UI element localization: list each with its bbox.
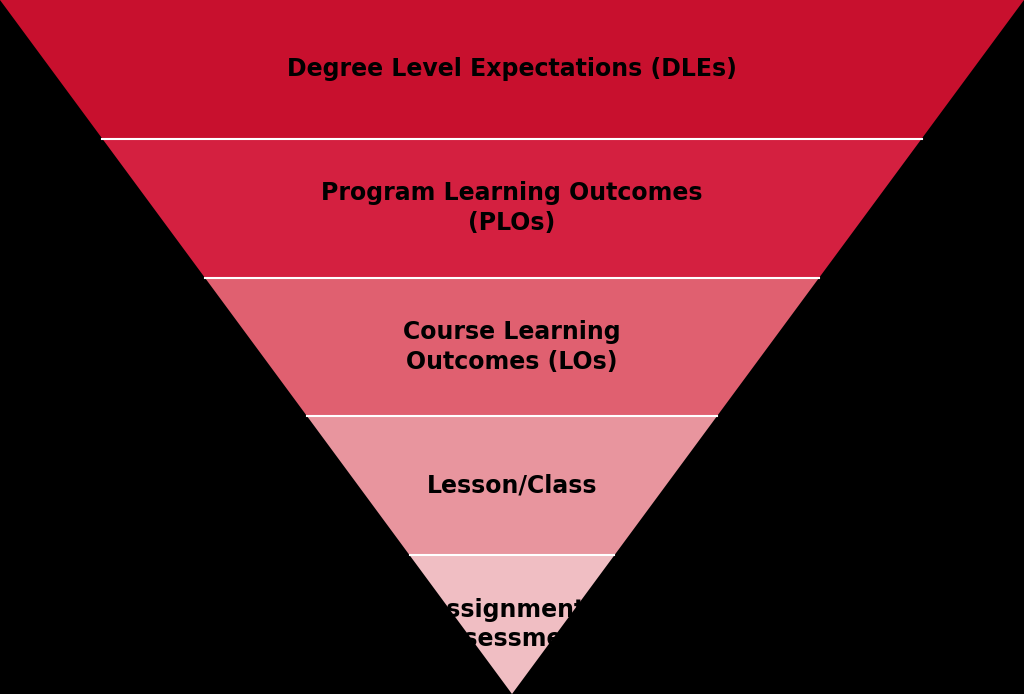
- Polygon shape: [307, 416, 717, 555]
- Text: Lesson/Class: Lesson/Class: [427, 474, 597, 498]
- Polygon shape: [205, 278, 819, 416]
- Polygon shape: [0, 0, 1024, 139]
- Polygon shape: [410, 555, 614, 694]
- Text: Degree Level Expectations (DLEs): Degree Level Expectations (DLEs): [287, 58, 737, 81]
- Text: Assignment/
Assessment: Assignment/ Assessment: [429, 598, 595, 652]
- Text: Course Learning
Outcomes (LOs): Course Learning Outcomes (LOs): [403, 320, 621, 374]
- Text: Program Learning Outcomes
(PLOs): Program Learning Outcomes (PLOs): [322, 181, 702, 235]
- Polygon shape: [102, 139, 922, 278]
